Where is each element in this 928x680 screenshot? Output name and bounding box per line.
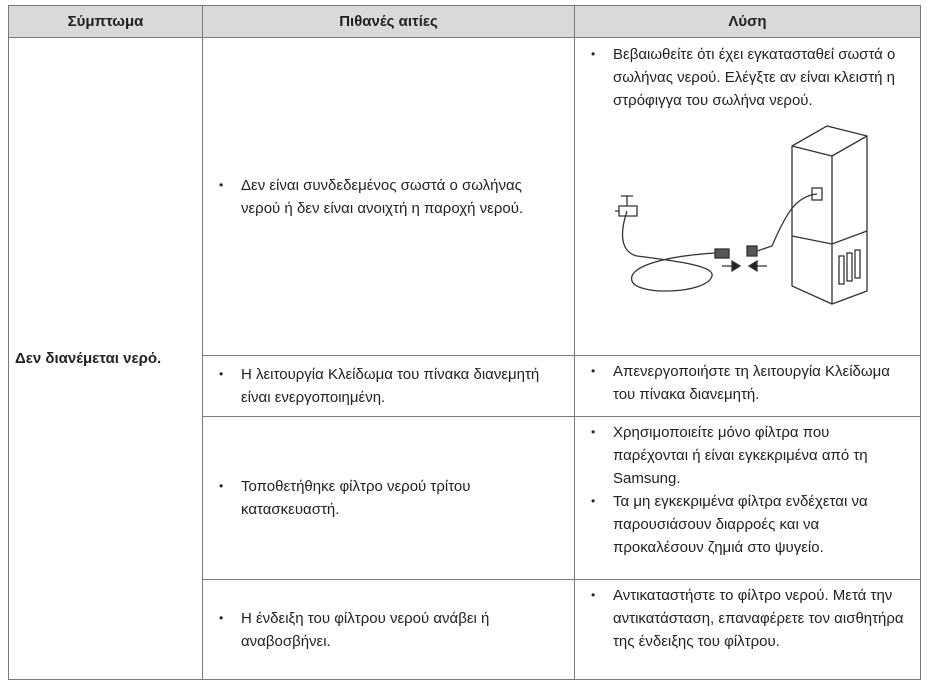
header-cell: Σύμπτωμα [8, 5, 203, 38]
cause: Δεν είναι συνδεδεμένος σωστά ο σωλήνας ν… [219, 174, 560, 220]
solution: Αντικαταστήστε το φίλτρο νερού. Μετά την… [591, 584, 906, 653]
hose-illustration [615, 125, 868, 305]
solution: Τα μη εγκεκριμένα φίλτρα ενδέχεται να πα… [591, 490, 906, 559]
cause: Η λειτουργία Κλείδωμα του πίνακα διανεμη… [219, 363, 560, 409]
header-row: Σύμπτωμα Πιθανές αιτίες Λύση [8, 5, 921, 38]
cause-cell: Η λειτουργία Κλείδωμα του πίνακα διανεμη… [202, 355, 575, 417]
cause: Η ένδειξη του φίλτρου νερού ανάβει ή ανα… [219, 607, 560, 653]
solution-cell: Βεβαιωθείτε ότι έχει εγκατασταθεί σωστά … [574, 37, 921, 356]
solution: Απενεργοποιήστε τη λειτουργία Κλείδωμα τ… [591, 360, 906, 406]
cause-cell: Η ένδειξη του φίλτρου νερού ανάβει ή ανα… [202, 579, 575, 680]
symptom: Δεν διανέμεται νερό. [8, 37, 203, 680]
solution: Χρησιμοποιείτε μόνο φίλτρα που παρέχοντα… [591, 421, 906, 490]
troubleshooting-table: Σύμπτωμα Πιθανές αιτίες Λύση Δεν διανέμε… [8, 5, 921, 680]
solution: Βεβαιωθείτε ότι έχει εγκατασταθεί σωστά … [591, 43, 906, 112]
cause-cell: Δεν είναι συνδεδεμένος σωστά ο σωλήνας ν… [202, 37, 575, 356]
header-cell: Πιθανές αιτίες [202, 5, 575, 38]
solution-cell: Απενεργοποιήστε τη λειτουργία Κλείδωμα τ… [574, 355, 921, 417]
cause-cell: Τοποθετήθηκε φίλτρο νερού τρίτου κατασκε… [202, 416, 575, 580]
solution-cell: Αντικαταστήστε το φίλτρο νερού. Μετά την… [574, 579, 921, 680]
solution-cell: Χρησιμοποιείτε μόνο φίλτρα που παρέχοντα… [574, 416, 921, 580]
cause: Τοποθετήθηκε φίλτρο νερού τρίτου κατασκε… [219, 475, 560, 521]
header-cell: Λύση [574, 5, 921, 38]
